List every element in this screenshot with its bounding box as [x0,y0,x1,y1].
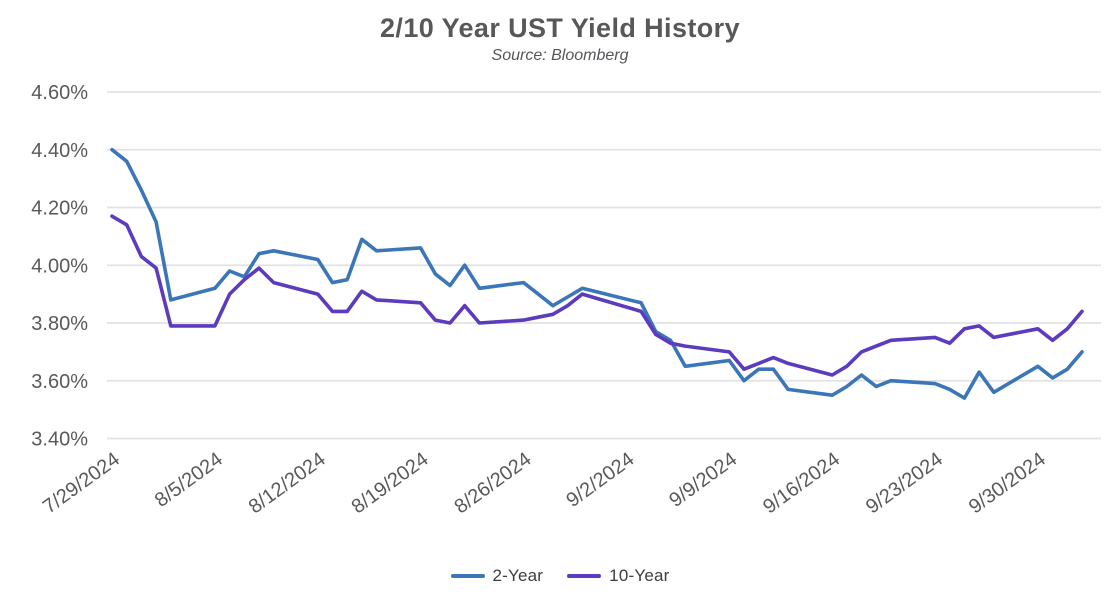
y-axis-tick-label: 3.40% [31,429,88,451]
x-axis-tick-label: 7/29/2024 [39,448,124,518]
series-line-10-year [110,214,1084,377]
x-axis-tick-label: 8/26/2024 [451,448,536,518]
y-axis-tick-label: 3.60% [31,371,88,393]
series-line-2-year [110,147,1084,400]
chart-title: 2/10 Year UST Yield History [380,13,740,43]
y-axis-tick-label: 4.00% [31,255,88,277]
x-axis-tick-label: 8/19/2024 [348,448,433,518]
x-axis-tick-label: 9/2/2024 [562,448,638,512]
chart-subtitle: Source: Bloomberg [491,47,629,64]
legend-label-2-year: 2-Year [492,566,544,585]
x-axis-tick-label: 8/5/2024 [151,448,227,512]
legend-label-10-year: 10-Year [609,566,670,585]
x-axis-tick-label: 9/16/2024 [759,448,844,518]
legend-swatch-10-year [567,574,602,578]
y-axis-tick-label: 4.60% [31,82,88,104]
y-axis-tick-label: 3.80% [31,313,88,335]
chart-header: 2/10 Year UST Yield History Source: Bloo… [0,0,1120,65]
y-axis-tick-label: 4.40% [31,140,88,162]
legend-swatch-2-year [450,574,485,578]
x-axis-tick-label: 9/30/2024 [965,448,1050,518]
legend-item-10-year: 10-Year [567,566,669,586]
y-axis-tick-label: 4.20% [31,198,88,220]
x-axis-tick-label: 8/12/2024 [245,448,330,518]
x-axis-tick-label: 9/23/2024 [862,448,947,518]
chart-legend: 2-Year 10-Year [0,562,1120,590]
x-axis-tick-label: 9/9/2024 [665,448,741,512]
legend-item-2-year: 2-Year [450,566,544,586]
